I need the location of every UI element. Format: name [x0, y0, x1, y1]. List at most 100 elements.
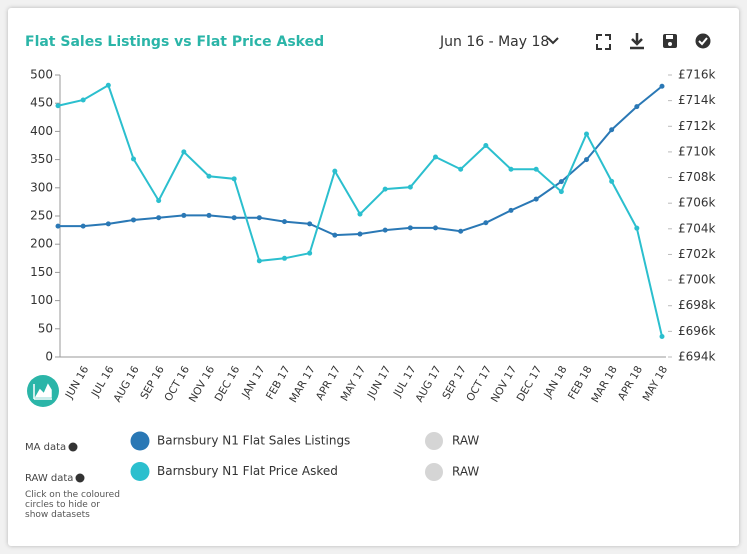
- info-icon[interactable]: [75, 473, 85, 483]
- y2-tick-label: £708k: [678, 170, 716, 184]
- legend-label: Barnsbury N1 Flat Sales Listings: [157, 434, 350, 448]
- series-point: [156, 215, 162, 221]
- series-point: [332, 168, 338, 174]
- card: [8, 8, 739, 546]
- x-tick-label: JUN 17: [365, 364, 394, 401]
- y-tick-label: 150: [30, 265, 53, 279]
- raw-label: RAW data: [25, 473, 73, 484]
- y2-tick-label: £700k: [678, 273, 716, 287]
- series-point: [131, 217, 136, 223]
- legend-label: Barnsbury N1 Flat Price Asked: [157, 464, 338, 478]
- series-point: [231, 176, 237, 182]
- y-tick-label: 400: [30, 124, 53, 138]
- y-tick-label: 250: [30, 209, 53, 223]
- series-point: [407, 184, 413, 190]
- y2-tick-label: £704k: [678, 221, 716, 235]
- x-tick-label: DEC 16: [213, 364, 243, 404]
- series-point: [483, 220, 489, 226]
- ma-label: MA data: [25, 442, 66, 453]
- download-icon[interactable]: [630, 33, 644, 50]
- series-point: [433, 154, 438, 160]
- series-point: [357, 231, 363, 237]
- series-point: [584, 131, 589, 137]
- series-point: [307, 221, 313, 227]
- series-point: [382, 227, 388, 233]
- series-point: [181, 149, 187, 155]
- series-point: [609, 127, 615, 133]
- series-point: [634, 225, 640, 231]
- series-point: [206, 173, 212, 179]
- info-icon[interactable]: [68, 442, 78, 452]
- series-point: [256, 215, 262, 221]
- fullscreen-icon[interactable]: [596, 34, 611, 50]
- date-range[interactable]: Jun 16 - May 18: [439, 34, 549, 50]
- series-line: [57, 83, 663, 337]
- series-point: [55, 103, 61, 109]
- series-point: [634, 104, 640, 110]
- y2-tick-label: £698k: [678, 298, 716, 312]
- y2-tick-label: £702k: [678, 247, 716, 261]
- series-point: [558, 179, 564, 185]
- chart-type-button[interactable]: [27, 375, 59, 407]
- y-tick-label: 450: [30, 96, 53, 110]
- series-point: [382, 186, 388, 192]
- series-point: [433, 225, 438, 231]
- series-point: [55, 223, 61, 229]
- y2-tick-label: £696k: [678, 324, 716, 338]
- series-point: [508, 207, 514, 213]
- x-tick-label: JUN 16: [63, 364, 92, 402]
- raw-entry: RAW: [452, 465, 479, 479]
- series-point: [105, 221, 111, 227]
- hint-box: Click on the coloured circles to hide or…: [25, 490, 120, 520]
- series-point: [483, 143, 489, 148]
- y-tick-label: 200: [30, 237, 53, 251]
- check-icon[interactable]: [695, 33, 711, 49]
- x-tick-label: JUL 16: [89, 364, 117, 400]
- series-point: [282, 255, 287, 261]
- y2-tick-label: £714k: [678, 93, 716, 107]
- y-tick-label: 350: [30, 152, 53, 166]
- date-chevron[interactable]: [547, 37, 559, 45]
- save-icon[interactable]: [663, 34, 677, 48]
- series-point: [181, 212, 187, 218]
- series-point: [105, 82, 111, 88]
- series-point: [206, 212, 212, 218]
- chart-title: Flat Sales Listings vs Flat Price Asked: [25, 34, 324, 50]
- y-tick-label: 0: [45, 350, 53, 364]
- series-point: [332, 232, 338, 238]
- y-tick-label: 100: [30, 293, 53, 307]
- y2-tick-label: £694k: [678, 350, 716, 364]
- series-point: [407, 225, 413, 231]
- x-tick-label: JUL 17: [391, 364, 419, 400]
- series-point: [256, 258, 262, 264]
- x-tick-label: MAY 17: [339, 364, 369, 403]
- series-point: [156, 198, 162, 204]
- series-point: [458, 166, 464, 172]
- series-point: [533, 166, 539, 172]
- raw-toggle[interactable]: [425, 432, 443, 450]
- series-point: [533, 196, 539, 202]
- series-point: [80, 97, 86, 103]
- x-tick-label: MAY 18: [641, 364, 671, 403]
- series-point: [131, 156, 136, 162]
- legend-swatch[interactable]: [130, 462, 150, 481]
- series-point: [584, 157, 589, 163]
- y-tick-label: 50: [38, 321, 53, 335]
- series-point: [231, 215, 237, 221]
- y2-tick-label: £712k: [678, 119, 716, 133]
- legend-swatch[interactable]: [130, 431, 150, 451]
- series-point: [659, 333, 665, 339]
- series-point: [609, 178, 615, 184]
- series-point: [80, 223, 86, 229]
- raw-entry: RAW: [452, 434, 479, 448]
- series-point: [458, 228, 464, 234]
- y-tick-label: 300: [30, 180, 53, 194]
- y2-tick-label: £706k: [678, 196, 716, 210]
- series-point: [282, 219, 287, 225]
- raw-toggle[interactable]: [425, 463, 443, 481]
- series-point: [307, 250, 313, 256]
- hint: Click on the coloured circles to hide or…: [25, 490, 120, 520]
- series-point: [508, 166, 514, 172]
- y-tick-label: 500: [30, 68, 53, 82]
